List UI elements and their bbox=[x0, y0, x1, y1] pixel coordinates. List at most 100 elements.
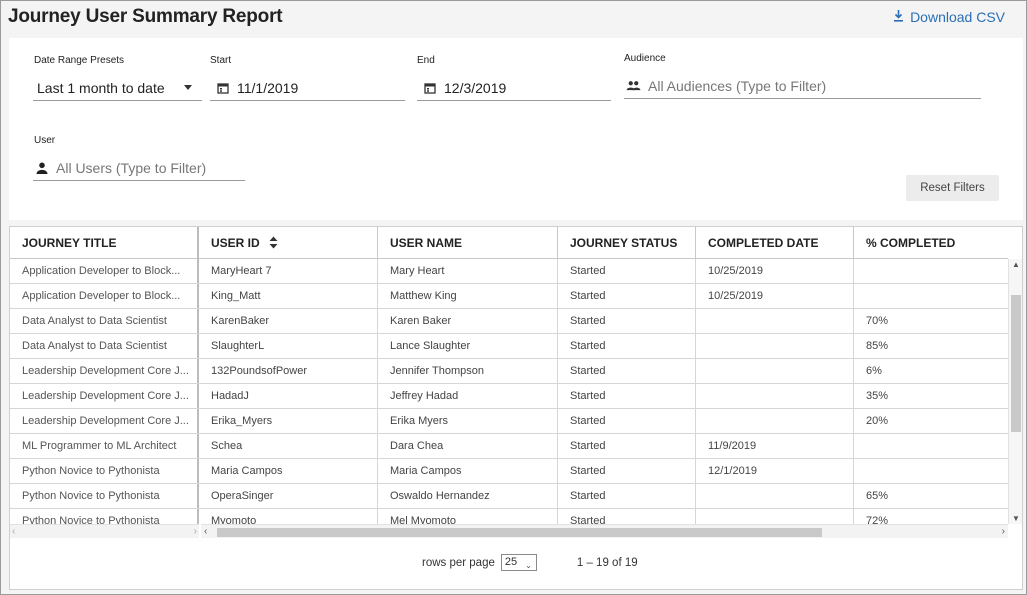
cell-journey-title: Leadership Development Core J... bbox=[10, 359, 199, 383]
table-header-row: JOURNEY TITLE USER ID USER NAME JOURNEY … bbox=[10, 227, 1008, 259]
cell-user-name: Erika Myers bbox=[378, 409, 558, 433]
scroll-left-icon[interactable]: ‹ bbox=[12, 526, 16, 537]
cell-completed-date: 12/1/2019 bbox=[696, 459, 854, 483]
calendar-icon bbox=[423, 81, 437, 95]
table-row[interactable]: ML Programmer to ML Architect Schea Dara C… bbox=[10, 434, 1008, 459]
cell-percent-completed bbox=[854, 434, 1008, 458]
cell-user-name: Lance Slaughter bbox=[378, 334, 558, 358]
cell-user-name: Jennifer Thompson bbox=[378, 359, 558, 383]
cell-completed-date bbox=[696, 384, 854, 408]
cell-user-id: 132PoundsofPower bbox=[199, 359, 378, 383]
cell-percent-completed: 70% bbox=[866, 315, 889, 327]
cell-journey-title: Application Developer to Block... bbox=[10, 284, 199, 308]
vertical-scrollbar[interactable]: ▲ ▼ bbox=[1008, 259, 1022, 524]
download-csv-button[interactable]: Download CSV bbox=[893, 9, 1005, 25]
vertical-scroll-thumb[interactable] bbox=[1011, 295, 1021, 432]
cell-journey-title: Python Novice to Pythonista bbox=[10, 459, 199, 483]
cell-journey-status: Started bbox=[558, 359, 696, 383]
column-header-user-id-label: USER ID bbox=[211, 236, 260, 250]
table-row[interactable]: Python Novice to Pythonista OperaSinger Os… bbox=[10, 484, 1008, 509]
cell-journey-title: ML Programmer to ML Architect bbox=[10, 434, 199, 458]
frozen-column-scrollbar[interactable]: ‹ › bbox=[10, 524, 199, 538]
rows-per-page-value: 25 bbox=[504, 556, 518, 568]
table-grid: JOURNEY TITLE USER ID USER NAME JOURNEY … bbox=[10, 227, 1008, 524]
cell-journey-status: Started bbox=[558, 434, 696, 458]
cell-completed-date bbox=[696, 359, 854, 383]
reset-filters-button[interactable]: Reset Filters bbox=[906, 175, 999, 201]
cell-user-id: KarenBaker bbox=[199, 309, 378, 333]
scroll-down-icon[interactable]: ▼ bbox=[1012, 514, 1020, 523]
scroll-right-icon[interactable]: › bbox=[193, 526, 197, 537]
cell-completed-date bbox=[696, 509, 854, 524]
cell-journey-title: Data Analyst to Data Scientist bbox=[10, 334, 199, 358]
column-header-percent-completed[interactable]: % COMPLETED bbox=[866, 236, 956, 250]
end-date-field[interactable]: 12/3/2019 bbox=[417, 75, 611, 101]
audience-label: Audience bbox=[624, 53, 666, 64]
cell-journey-status: Started bbox=[558, 284, 696, 308]
audience-placeholder: All Audiences (Type to Filter) bbox=[648, 77, 827, 94]
column-header-user-name[interactable]: USER NAME bbox=[378, 227, 558, 259]
chevron-down-icon: ⌄ bbox=[525, 561, 532, 570]
audience-filter-input[interactable]: All Audiences (Type to Filter) bbox=[624, 73, 981, 99]
table-row[interactable]: Leadership Development Core J... 132Pound… bbox=[10, 359, 1008, 384]
chevron-down-icon bbox=[184, 85, 192, 90]
cell-completed-date bbox=[696, 484, 854, 508]
date-preset-label: Date Range Presets bbox=[34, 55, 125, 66]
download-csv-label: Download CSV bbox=[910, 9, 1005, 25]
person-icon bbox=[35, 161, 49, 175]
scroll-up-icon[interactable]: ▲ bbox=[1012, 260, 1020, 269]
cell-journey-status: Started bbox=[558, 459, 696, 483]
cell-journey-title: Application Developer to Block... bbox=[10, 259, 199, 283]
calendar-icon bbox=[216, 81, 230, 95]
download-icon bbox=[893, 9, 904, 25]
table-row[interactable]: Leadership Development Core J... Erika_My… bbox=[10, 409, 1008, 434]
column-header-completed-date[interactable]: COMPLETED DATE bbox=[696, 227, 854, 259]
page-range-text: 1 – 19 of 19 bbox=[576, 556, 638, 569]
cell-user-id: King_Matt bbox=[199, 284, 378, 308]
cell-user-id: Myomoto bbox=[199, 509, 378, 524]
cell-journey-title: Python Novice to Pythonista bbox=[10, 509, 199, 524]
cell-journey-status: Started bbox=[558, 409, 696, 433]
column-header-journey-status[interactable]: JOURNEY STATUS bbox=[558, 227, 696, 259]
sort-icon[interactable] bbox=[269, 236, 278, 249]
date-preset-select[interactable]: Last 1 month to date bbox=[33, 75, 202, 101]
cell-journey-title: Leadership Development Core J... bbox=[10, 384, 199, 408]
cell-percent-completed: 65% bbox=[866, 490, 889, 502]
cell-percent-completed: 85% bbox=[866, 340, 889, 352]
table-row[interactable]: Application Developer to Block... King_Ma… bbox=[10, 284, 1008, 309]
table-row[interactable]: Data Analyst to Data Scientist KarenBaker… bbox=[10, 309, 1008, 334]
horizontal-scrollbar[interactable]: ‹ › bbox=[201, 524, 1008, 538]
cell-journey-status: Started bbox=[558, 484, 696, 508]
cell-user-name: Mel Myomoto bbox=[378, 509, 558, 524]
table-row[interactable]: Application Developer to Block... MaryHea… bbox=[10, 259, 1008, 284]
cell-percent-completed: 72% bbox=[866, 515, 889, 524]
column-header-user-id[interactable]: USER ID bbox=[199, 227, 378, 259]
table-row[interactable]: Python Novice to Pythonista Myomoto Mel My… bbox=[10, 509, 1008, 524]
cell-user-name: Karen Baker bbox=[378, 309, 558, 333]
cell-user-name: Dara Chea bbox=[378, 434, 558, 458]
start-date-field[interactable]: 11/1/2019 bbox=[210, 75, 405, 101]
cell-completed-date bbox=[696, 409, 854, 433]
scroll-right-icon[interactable]: › bbox=[1001, 526, 1005, 537]
cell-completed-date bbox=[696, 334, 854, 358]
cell-user-id: SlaughterL bbox=[199, 334, 378, 358]
cell-journey-status: Started bbox=[558, 509, 696, 524]
report-header: Journey User Summary Report Download CSV bbox=[2, 2, 1025, 36]
horizontal-scroll-thumb[interactable] bbox=[217, 528, 822, 537]
user-filter-input[interactable]: All Users (Type to Filter) bbox=[33, 155, 245, 181]
table-row[interactable]: Data Analyst to Data Scientist SlaughterL… bbox=[10, 334, 1008, 359]
cell-journey-title: Leadership Development Core J... bbox=[10, 409, 199, 433]
table-row[interactable]: Python Novice to Pythonista Maria Campos M… bbox=[10, 459, 1008, 484]
cell-user-id: Maria Campos bbox=[199, 459, 378, 483]
table-row[interactable]: Leadership Development Core J... HadadJ Je… bbox=[10, 384, 1008, 409]
page-title: Journey User Summary Report bbox=[8, 6, 283, 27]
column-header-journey-title[interactable]: JOURNEY TITLE bbox=[10, 227, 199, 259]
cell-user-id: Schea bbox=[199, 434, 378, 458]
cell-user-id: MaryHeart 7 bbox=[199, 259, 378, 283]
cell-journey-status: Started bbox=[558, 384, 696, 408]
cell-user-id: Erika_Myers bbox=[199, 409, 378, 433]
cell-journey-status: Started bbox=[558, 309, 696, 333]
group-icon bbox=[625, 79, 641, 93]
rows-per-page-select[interactable]: 25 ⌄ bbox=[500, 554, 537, 571]
scroll-left-icon[interactable]: ‹ bbox=[204, 526, 208, 537]
